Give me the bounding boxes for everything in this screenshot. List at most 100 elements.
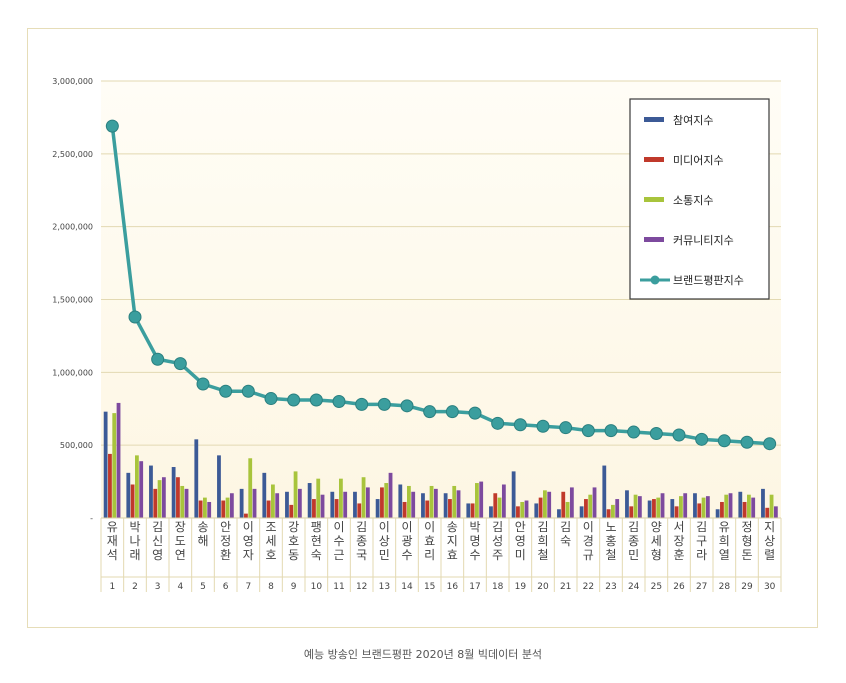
y-tick-label: 3,000,000 bbox=[52, 77, 93, 86]
bar bbox=[339, 478, 343, 518]
bar bbox=[365, 487, 370, 518]
bar bbox=[402, 501, 407, 518]
bar bbox=[103, 411, 108, 518]
x-rank-label: 4 bbox=[177, 582, 183, 592]
y-tick-label: 2,000,000 bbox=[52, 223, 93, 232]
bar-series bbox=[103, 402, 778, 518]
x-rank-label: 11 bbox=[333, 582, 344, 592]
line-point bbox=[491, 416, 505, 430]
line-point bbox=[151, 352, 165, 366]
bar bbox=[524, 500, 529, 518]
line-point bbox=[536, 419, 550, 433]
bar bbox=[244, 513, 248, 518]
x-rank-label: 8 bbox=[268, 582, 274, 592]
line-point bbox=[241, 384, 255, 398]
bar bbox=[633, 494, 638, 518]
line-point bbox=[581, 424, 595, 438]
bar bbox=[262, 472, 267, 518]
bar bbox=[112, 413, 117, 518]
y-axis-ticks: - 500,000 1,000,000 1,500,000 2,000,000 2,500… bbox=[52, 77, 93, 523]
bar bbox=[312, 499, 316, 518]
bar bbox=[637, 496, 642, 518]
bar bbox=[738, 491, 743, 518]
x-axis-categories: 유 재 석 1 박 나 래 2 김 신 영 3 장 도 연 4 송 해 5 안 정 환 6 이 영 자 7 조 세 호 8 강 호 동 9 팽 현 숙 10… bbox=[100, 517, 782, 592]
bar bbox=[388, 472, 393, 518]
bar bbox=[361, 477, 366, 518]
bar bbox=[475, 483, 479, 518]
line-point bbox=[196, 377, 210, 391]
bar bbox=[720, 501, 724, 518]
bar bbox=[701, 497, 706, 518]
bar bbox=[357, 503, 362, 518]
bar bbox=[656, 497, 661, 518]
line-point bbox=[377, 397, 391, 411]
bar bbox=[375, 499, 380, 518]
bar bbox=[320, 494, 325, 518]
x-rank-label: 17 bbox=[469, 582, 480, 592]
bar bbox=[715, 509, 720, 518]
bar bbox=[289, 504, 294, 518]
bar bbox=[489, 506, 493, 518]
legend-swatch bbox=[644, 237, 664, 242]
bar bbox=[660, 493, 665, 518]
bar bbox=[285, 491, 289, 518]
line-point bbox=[309, 393, 323, 407]
line-point bbox=[105, 119, 119, 133]
bar bbox=[171, 467, 176, 518]
x-rank-label: 22 bbox=[583, 582, 594, 592]
x-rank-label: 28 bbox=[719, 582, 731, 592]
bar bbox=[266, 500, 271, 518]
bar bbox=[198, 500, 203, 518]
bar bbox=[184, 488, 189, 518]
bar bbox=[225, 497, 230, 518]
line-point bbox=[400, 399, 414, 413]
bar bbox=[625, 490, 629, 518]
bar bbox=[773, 506, 778, 518]
bar bbox=[149, 465, 153, 518]
bar bbox=[547, 491, 552, 518]
bar bbox=[275, 493, 280, 518]
line-series bbox=[105, 119, 777, 451]
line-point bbox=[763, 437, 777, 451]
bar bbox=[670, 499, 675, 518]
line-point bbox=[695, 432, 709, 446]
bar bbox=[448, 499, 452, 518]
bar bbox=[130, 484, 135, 518]
bar bbox=[126, 472, 131, 518]
bar bbox=[470, 503, 475, 518]
line-point bbox=[717, 434, 731, 448]
line-point bbox=[287, 393, 301, 407]
line-point bbox=[423, 405, 437, 419]
bar bbox=[443, 493, 448, 518]
bar bbox=[724, 494, 729, 518]
line-point bbox=[604, 424, 618, 438]
x-rank-label: 18 bbox=[492, 582, 504, 592]
bar bbox=[353, 491, 357, 518]
bar bbox=[229, 493, 234, 518]
bar bbox=[180, 485, 185, 518]
y-tick-label: 1,000,000 bbox=[52, 368, 93, 377]
bar bbox=[728, 493, 733, 518]
bar bbox=[602, 465, 607, 518]
bar bbox=[751, 497, 756, 518]
legend-label: 브랜드평판지수 bbox=[673, 274, 744, 287]
legend-label: 참여지수 bbox=[673, 114, 713, 127]
bar bbox=[511, 471, 516, 518]
legend-swatch bbox=[644, 197, 664, 202]
bar bbox=[139, 461, 144, 518]
bar bbox=[501, 484, 506, 518]
x-rank-label: 29 bbox=[741, 582, 753, 592]
bar bbox=[239, 488, 244, 518]
x-rank-label: 9 bbox=[291, 582, 297, 592]
